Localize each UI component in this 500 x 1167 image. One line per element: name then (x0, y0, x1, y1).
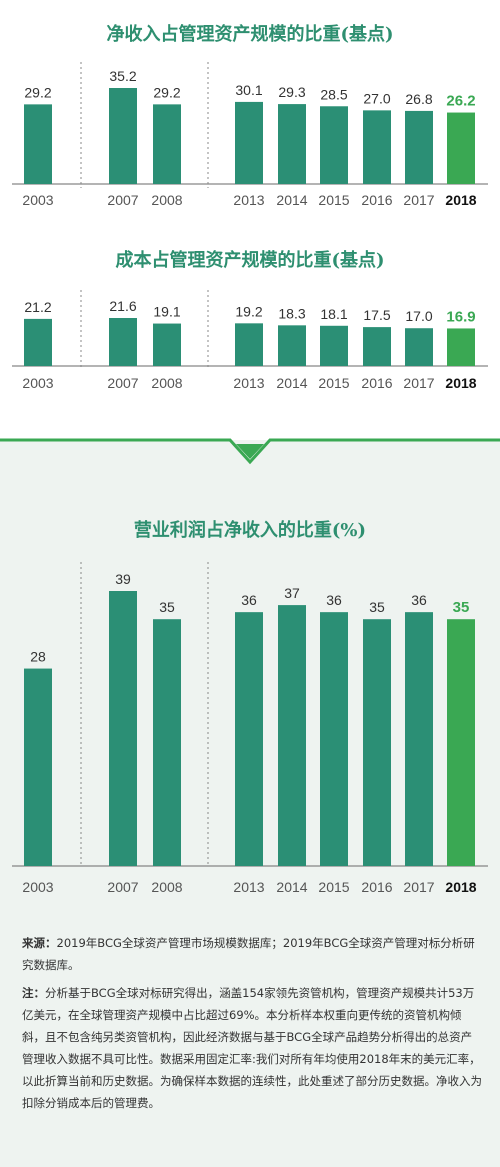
x-tick-label: 2018 (445, 192, 476, 208)
chart2-title: 成本占管理资产规模的比重(基点) (115, 249, 384, 271)
x-tick-label: 2018 (445, 879, 476, 895)
data-label: 19.2 (235, 303, 262, 319)
bar (153, 323, 181, 366)
divider-arrow-icon (236, 444, 264, 459)
data-label: 21.6 (109, 298, 136, 314)
x-tick-label: 2014 (276, 192, 307, 208)
bar (320, 325, 348, 366)
x-tick-label: 2017 (403, 192, 434, 208)
bar (405, 110, 433, 184)
data-label: 36 (326, 592, 342, 608)
bar (447, 619, 475, 866)
data-label: 36 (411, 592, 427, 608)
data-label: 17.5 (363, 307, 390, 323)
source-label: 来源： (22, 936, 57, 950)
x-tick-label: 2013 (233, 192, 264, 208)
bar (153, 619, 181, 866)
x-tick-label: 2007 (107, 192, 138, 208)
x-tick-label: 2008 (151, 375, 182, 391)
x-tick-label: 2015 (318, 375, 349, 391)
data-label: 37 (284, 585, 300, 601)
bar (278, 325, 306, 366)
data-label: 17.0 (405, 308, 432, 324)
data-label: 35 (453, 599, 470, 616)
data-label: 16.9 (446, 308, 475, 325)
data-label: 26.8 (405, 91, 432, 107)
data-label: 18.3 (278, 305, 305, 321)
data-label: 27.0 (363, 90, 390, 106)
data-label: 36 (241, 592, 257, 608)
x-tick-label: 2015 (318, 879, 349, 895)
bar (447, 112, 475, 184)
bar (235, 101, 263, 184)
x-tick-label: 2003 (22, 192, 53, 208)
x-tick-label: 2003 (22, 879, 53, 895)
chart2-cost-bps: 21.2 2003 21.6 2007 19.1 2008 19.2 2013 18.3 2014… (12, 290, 488, 391)
source-note: 来源：2019年BCG全球资产管理市场规模数据库；2019年BCG全球资产管理对… (22, 932, 482, 976)
bar (320, 106, 348, 184)
section-divider (0, 438, 500, 465)
x-tick-label: 2017 (403, 879, 434, 895)
x-tick-label: 2015 (318, 192, 349, 208)
x-tick-label: 2007 (107, 879, 138, 895)
bar (24, 318, 52, 366)
data-label: 29.3 (278, 84, 305, 100)
bar (405, 328, 433, 366)
source-text: 2019年BCG全球资产管理市场规模数据库；2019年BCG全球资产管理对标分析… (22, 936, 475, 972)
x-tick-label: 2008 (151, 192, 182, 208)
chart1-title: 净收入占管理资产规模的比重(基点) (106, 23, 393, 45)
bar (109, 88, 137, 184)
bar (363, 110, 391, 184)
note-text: 分析基于BCG全球对标研究得出，涵盖154家领先资管机构，管理资产规模共计53万… (22, 986, 482, 1110)
bar (405, 612, 433, 866)
method-note: 注：分析基于BCG全球对标研究得出，涵盖154家领先资管机构，管理资产规模共计5… (22, 982, 482, 1114)
data-label: 39 (115, 571, 131, 587)
chart3-title: 营业利润占净收入的比重(%) (134, 519, 366, 541)
data-label: 18.1 (320, 306, 347, 322)
bar (24, 104, 52, 184)
bar (153, 104, 181, 184)
bar (109, 318, 137, 366)
data-label: 28.5 (320, 86, 347, 102)
x-tick-label: 2013 (233, 375, 264, 391)
data-label: 28 (30, 649, 46, 665)
x-tick-label: 2016 (361, 375, 392, 391)
x-tick-label: 2017 (403, 375, 434, 391)
chart3-operating-margin: 28 2003 39 2007 35 2008 36 2013 37 2014 36 2015 35 20… (12, 562, 488, 895)
x-tick-label: 2018 (445, 375, 476, 391)
x-tick-label: 2008 (151, 879, 182, 895)
top-panel (0, 0, 500, 440)
x-tick-label: 2014 (276, 375, 307, 391)
bar (320, 612, 348, 866)
bar (235, 323, 263, 366)
bar (278, 104, 306, 184)
bar (363, 619, 391, 866)
data-label: 29.2 (153, 84, 180, 100)
x-tick-label: 2016 (361, 192, 392, 208)
x-tick-label: 2014 (276, 879, 307, 895)
x-tick-label: 2003 (22, 375, 53, 391)
data-label: 26.2 (446, 93, 475, 110)
chart1-net-revenue-bps: 29.2 2003 35.2 2007 29.2 2008 30.1 2013 29.3 2014… (12, 62, 488, 208)
data-label: 35.2 (109, 68, 136, 84)
data-label: 35 (369, 599, 385, 615)
data-label: 30.1 (235, 82, 262, 98)
data-label: 21.2 (24, 299, 51, 315)
x-tick-label: 2007 (107, 375, 138, 391)
bar (363, 327, 391, 366)
notes-section: 来源：2019年BCG全球资产管理市场规模数据库；2019年BCG全球资产管理对… (22, 932, 482, 1120)
note-label: 注： (22, 986, 45, 1000)
data-label: 35 (159, 599, 175, 615)
bar (278, 605, 306, 866)
x-tick-label: 2013 (233, 879, 264, 895)
bar (447, 328, 475, 366)
x-tick-label: 2016 (361, 879, 392, 895)
data-label: 29.2 (24, 84, 51, 100)
bar (109, 591, 137, 866)
bar (24, 668, 52, 866)
bar (235, 612, 263, 866)
data-label: 19.1 (153, 304, 180, 320)
